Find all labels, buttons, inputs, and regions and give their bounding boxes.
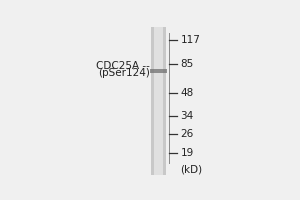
Text: 19: 19 [181,148,194,158]
Bar [151,27,166,175]
Text: 26: 26 [181,129,194,139]
Text: (pSer124): (pSer124) [98,68,150,78]
Bar [154,27,163,175]
Bar [150,69,167,73]
Text: 117: 117 [181,35,200,45]
Text: CDC25A --: CDC25A -- [96,61,150,71]
Text: 34: 34 [181,111,194,121]
Text: (kD): (kD) [181,165,202,175]
Text: 85: 85 [181,59,194,69]
Text: 48: 48 [181,88,194,98]
